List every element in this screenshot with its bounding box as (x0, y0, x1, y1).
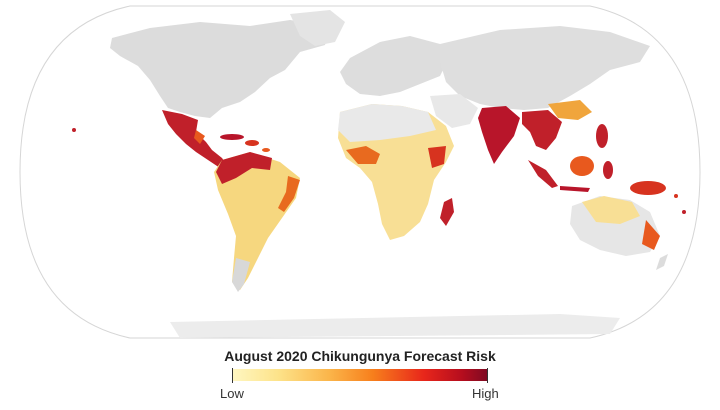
south-america-land (214, 152, 300, 290)
java-risk (560, 186, 590, 192)
south-china-risk (548, 100, 592, 120)
asia-land (440, 26, 650, 110)
caribbean-risk-2 (245, 140, 259, 146)
legend-high-label: High (472, 386, 499, 401)
europe-land (340, 36, 448, 96)
india-risk (478, 106, 520, 164)
new-zealand-land (656, 254, 668, 270)
legend-color-bar (232, 369, 488, 381)
sumatra-risk (528, 160, 558, 188)
pacific-island-risk-3 (674, 194, 678, 198)
pacific-island-risk-1 (72, 128, 76, 132)
borneo-risk (570, 156, 594, 176)
legend-title: August 2020 Chikungunya Forecast Risk (224, 348, 496, 364)
caribbean-risk-1 (220, 134, 244, 140)
north-australia-risk (582, 196, 640, 224)
central-america-risk (194, 130, 205, 144)
east-africa-risk (428, 146, 446, 168)
south-america-south-land (232, 258, 250, 292)
legend-tick-high (487, 368, 488, 383)
legend-low-label: Low (220, 386, 244, 401)
pacific-island-risk-2 (682, 210, 686, 214)
southeast-asia-risk (522, 110, 562, 150)
philippines-risk (596, 124, 608, 148)
east-australia-risk (642, 220, 660, 250)
madagascar-risk (440, 198, 454, 226)
north-africa-land (338, 104, 436, 142)
greenland-land (290, 10, 345, 46)
caribbean-risk-3 (262, 148, 270, 152)
world-map (19, 5, 701, 339)
south-america-north-risk (216, 152, 272, 184)
middle-east-land (430, 94, 478, 128)
antarctica-land (170, 314, 620, 338)
brazil-coast-risk (278, 176, 300, 212)
new-guinea-risk (630, 181, 666, 195)
legend-tick-low (232, 368, 233, 383)
west-africa-risk (346, 146, 380, 164)
world-map-svg (19, 5, 701, 339)
sulawesi-risk (603, 161, 613, 179)
north-america-land (110, 20, 330, 118)
